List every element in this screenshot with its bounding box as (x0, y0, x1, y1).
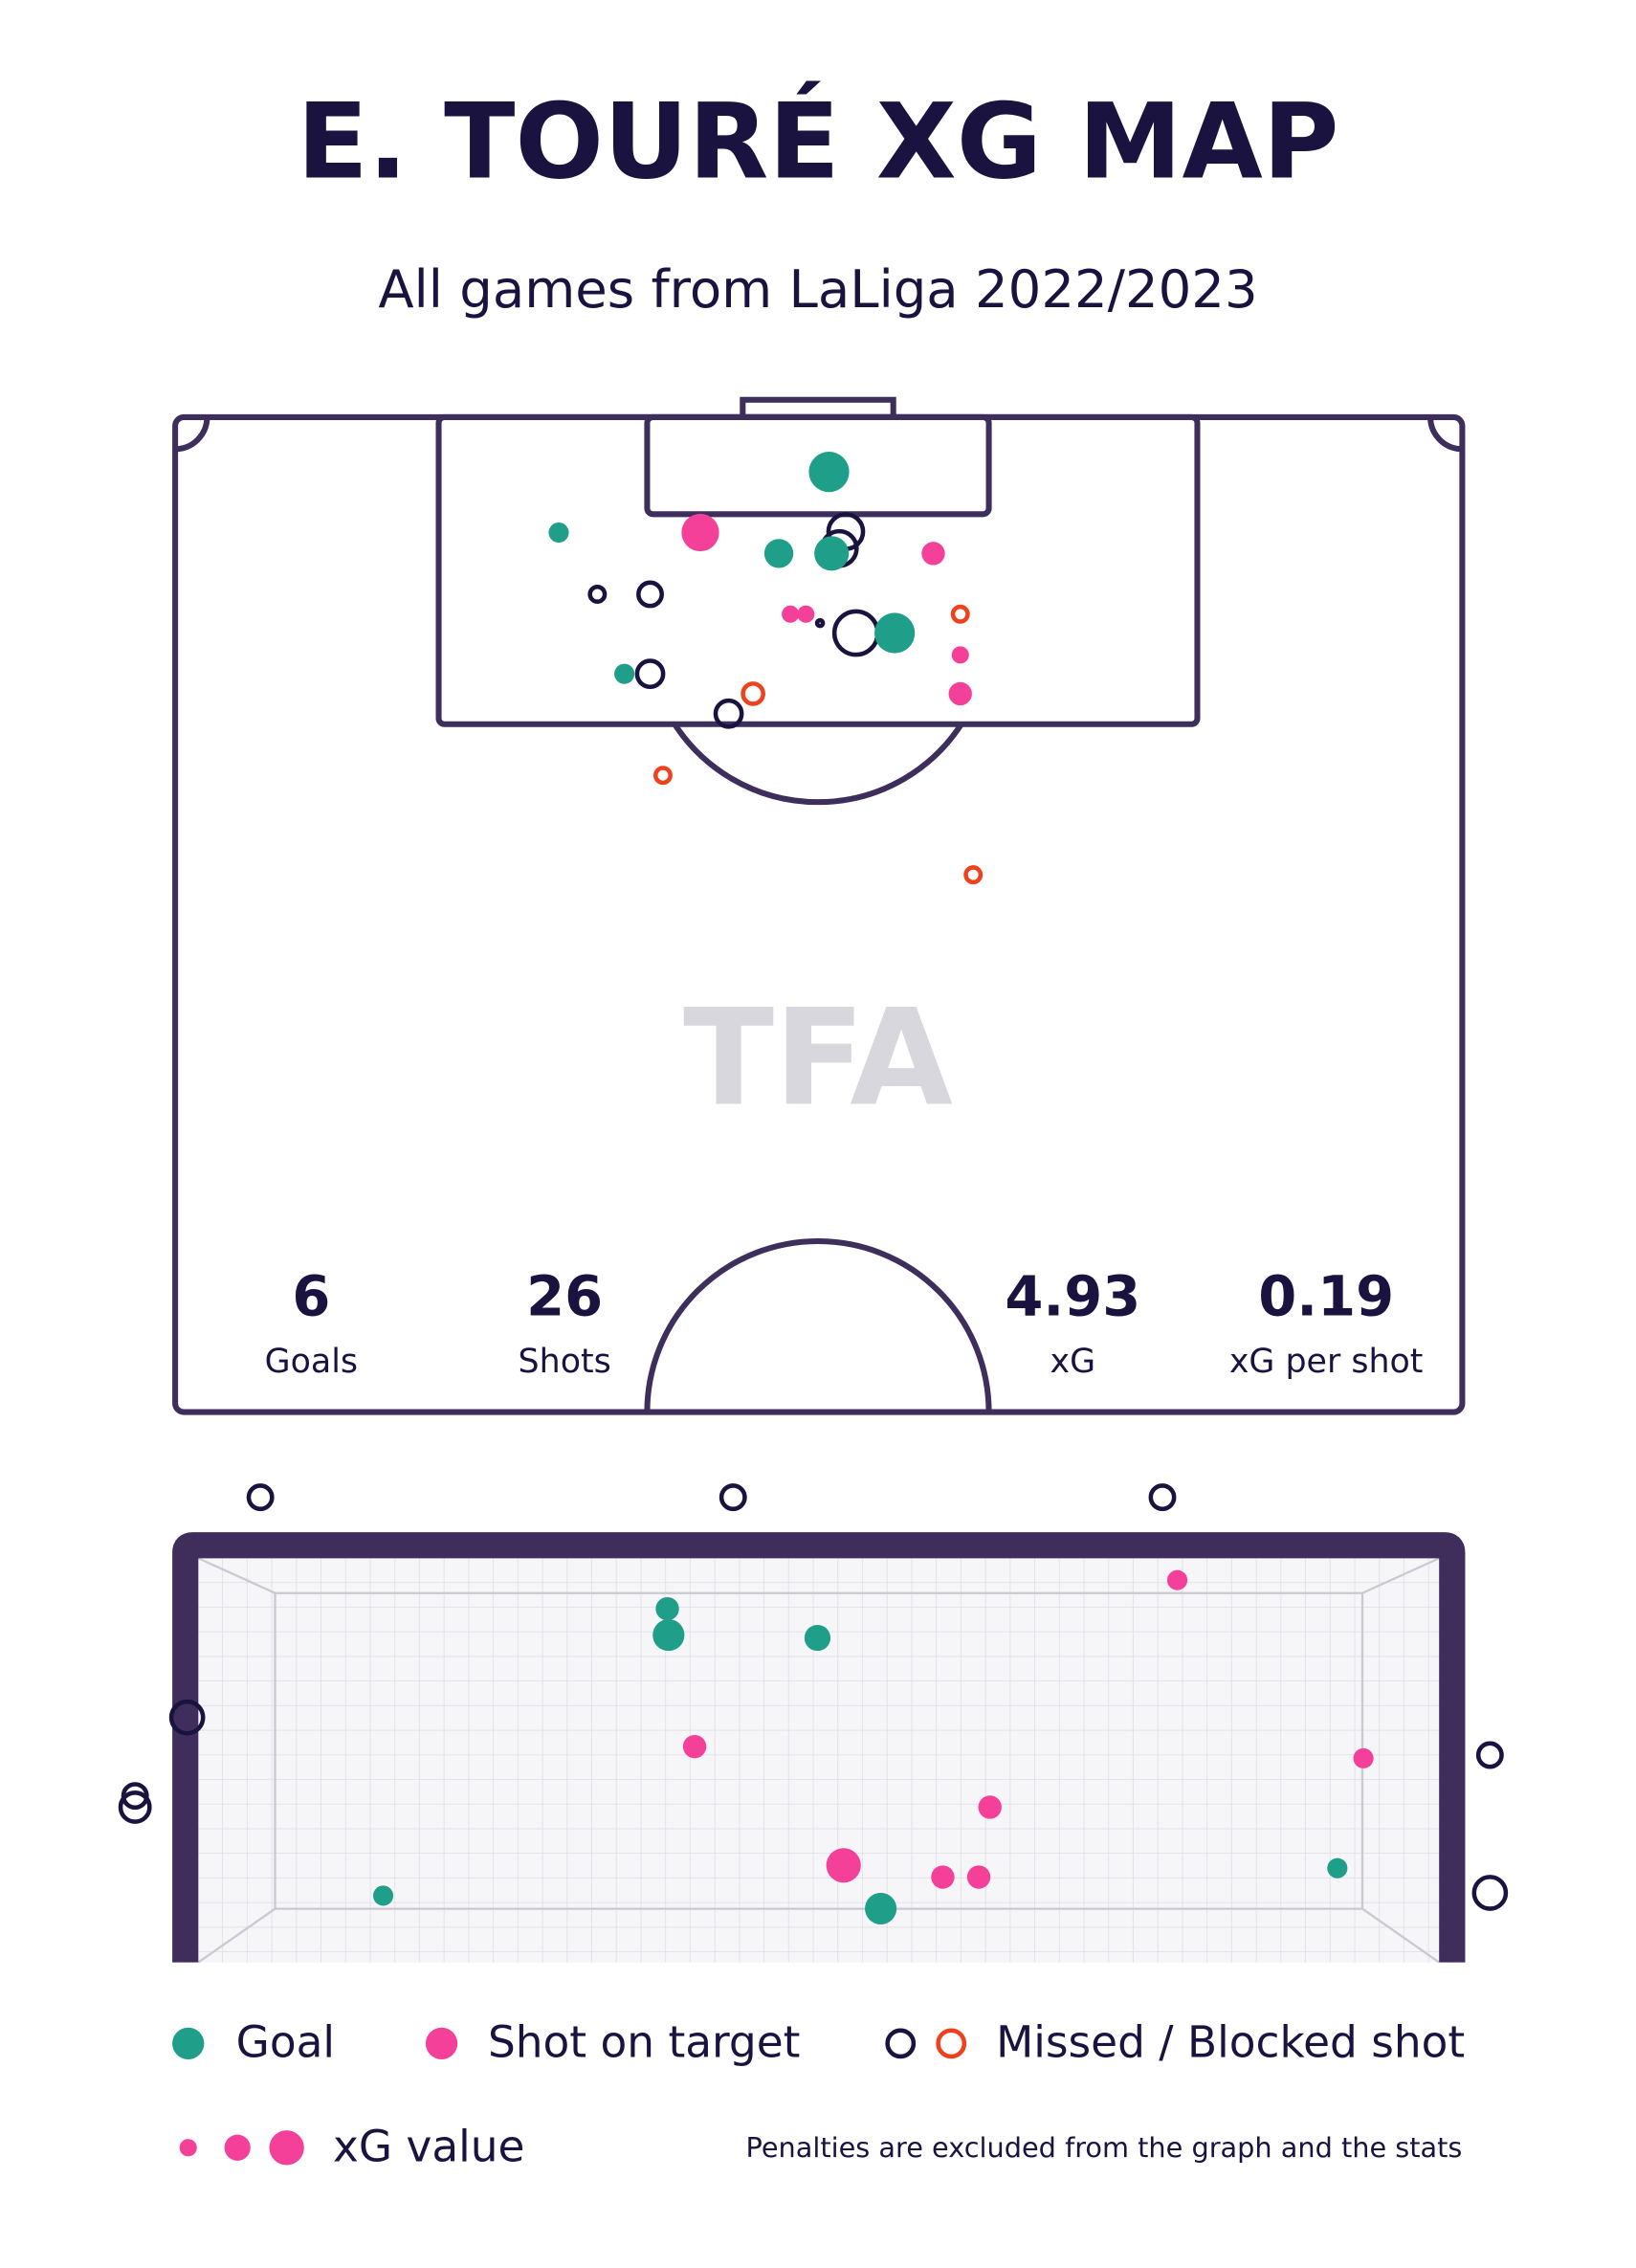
shot (1148, 1483, 1177, 1512)
shot (652, 1619, 685, 1652)
shot (587, 585, 608, 604)
shot (782, 605, 800, 623)
shot (373, 1885, 394, 1906)
legend-size-marker (224, 2134, 251, 2161)
stat-label: Shots (519, 1343, 611, 1381)
legend-size-marker (179, 2139, 197, 2157)
legend-label: Missed / Blocked shot (996, 2016, 1465, 2067)
shot (653, 766, 673, 786)
shot (797, 605, 815, 623)
shot (804, 1624, 831, 1652)
shot (548, 522, 569, 544)
shot (978, 1795, 1002, 1819)
shot (874, 612, 916, 654)
subtitle: All games from LaLiga 2022/2023 (378, 258, 1257, 320)
shot (1471, 1875, 1509, 1911)
legend-marker (425, 2027, 458, 2059)
shot (808, 452, 850, 493)
legend-size-label: xG value (333, 2121, 524, 2171)
shot (682, 1734, 707, 1759)
stat-value: 0.19 (1258, 1265, 1394, 1329)
shot (713, 698, 744, 729)
shot (1327, 1857, 1348, 1879)
stat-label: xG per shot (1229, 1343, 1424, 1381)
shot (1475, 1741, 1504, 1769)
legend-marker (936, 2028, 967, 2059)
shot (1353, 1747, 1374, 1768)
shot (168, 1699, 206, 1736)
shot (921, 542, 945, 566)
shot (763, 539, 794, 568)
shot (655, 1596, 679, 1621)
pitch (172, 396, 1466, 1415)
shot (719, 1483, 747, 1512)
stat-label: xG (1050, 1343, 1096, 1381)
shot (681, 513, 719, 552)
shot (966, 1865, 991, 1889)
shot (865, 1892, 897, 1925)
stat-value: 26 (526, 1265, 603, 1329)
stat-value: 6 (292, 1265, 330, 1329)
note: Penalties are excluded from the graph an… (746, 2131, 1463, 2164)
legend-label: Goal (236, 2016, 335, 2067)
legend-size-marker (269, 2130, 304, 2166)
shot (814, 536, 850, 571)
shot (118, 1790, 152, 1824)
title: E. TOURÉ XG MAP (297, 81, 1338, 203)
legend-marker (172, 2027, 205, 2059)
shot (931, 1865, 955, 1889)
stat-value: 4.93 (1005, 1265, 1140, 1329)
shot (950, 604, 970, 624)
stat-label: Goals (265, 1343, 358, 1381)
watermark: TFA (683, 980, 953, 1135)
shot (614, 663, 635, 684)
shot (634, 658, 666, 690)
shot (826, 1848, 861, 1883)
shot (246, 1483, 275, 1512)
shot (741, 681, 765, 706)
shot (636, 580, 664, 609)
legend-marker (885, 2028, 917, 2059)
shot (948, 681, 972, 706)
legend-label: Shot on target (488, 2016, 800, 2067)
shot (951, 646, 969, 664)
shot (1167, 1569, 1188, 1590)
shot (831, 609, 880, 657)
shot (814, 617, 826, 629)
shot (963, 865, 984, 885)
